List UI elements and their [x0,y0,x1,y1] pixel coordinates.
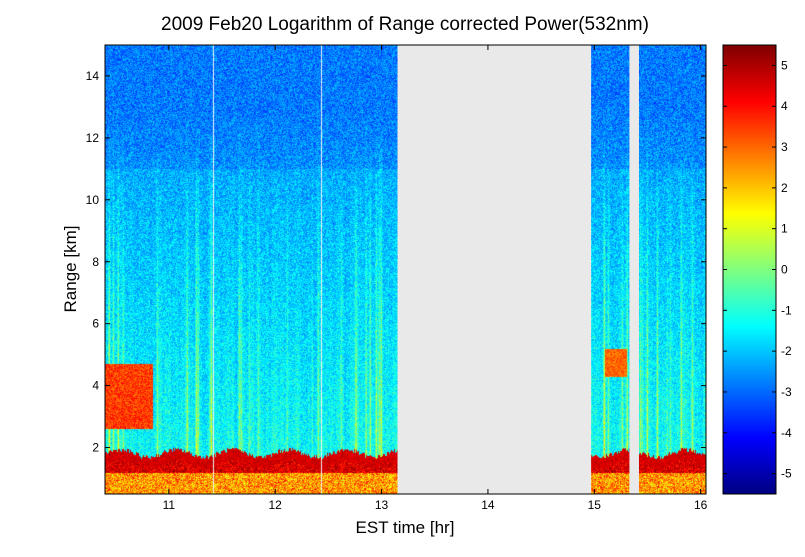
y-tick-label: 14 [86,69,100,83]
y-axis-title: Range [km] [61,226,80,313]
x-tick-label: 12 [269,498,283,512]
y-axis: 2 4 6 8 10 12 14 [86,69,706,455]
plot-area [104,44,707,495]
colorbar-gradient [723,45,776,494]
y-tick-label: 8 [92,255,99,269]
colorbar-tick-label: -1 [781,303,792,317]
colorbar-tick-label: -3 [781,385,792,399]
y-tick-label: 2 [92,441,99,455]
colorbar-tick-label: 1 [781,222,788,236]
y-tick-label: 4 [92,379,99,393]
y-tick-label: 6 [92,317,99,331]
colorbar-tick-label: -5 [781,467,792,481]
colorbar-tick-label: 3 [781,140,788,154]
x-axis: 11 12 13 14 15 16 [163,45,708,512]
x-tick-label: 14 [481,498,495,512]
x-tick-label: 15 [588,498,602,512]
no-data-region-1 [629,45,639,494]
colorbar-tick-label: 0 [781,263,788,277]
colorbar-tick-label: 5 [781,58,788,72]
colorbar-tick-label: -2 [781,344,792,358]
colorbar: 5 4 3 2 1 0 -1 -2 -3 -4 -5 [722,44,792,495]
colorbar-ticks: 5 4 3 2 1 0 -1 -2 -3 -4 -5 [723,58,792,481]
x-tick-label: 13 [375,498,389,512]
no-data-region-0 [397,45,592,494]
y-tick-label: 10 [86,193,100,207]
colorbar-tick-label: -4 [781,426,792,440]
y-tick-label: 12 [86,131,100,145]
x-tick-label: 11 [163,498,176,512]
chart-title: 2009 Feb20 Logarithm of Range corrected … [161,14,649,35]
colorbar-tick-label: 4 [781,99,788,113]
plot-frame [104,44,707,495]
x-tick-label: 16 [694,498,708,512]
x-axis-title: EST time [hr] [356,518,455,537]
colorbar-tick-label: 2 [781,181,788,195]
no-data-regions [397,45,639,494]
